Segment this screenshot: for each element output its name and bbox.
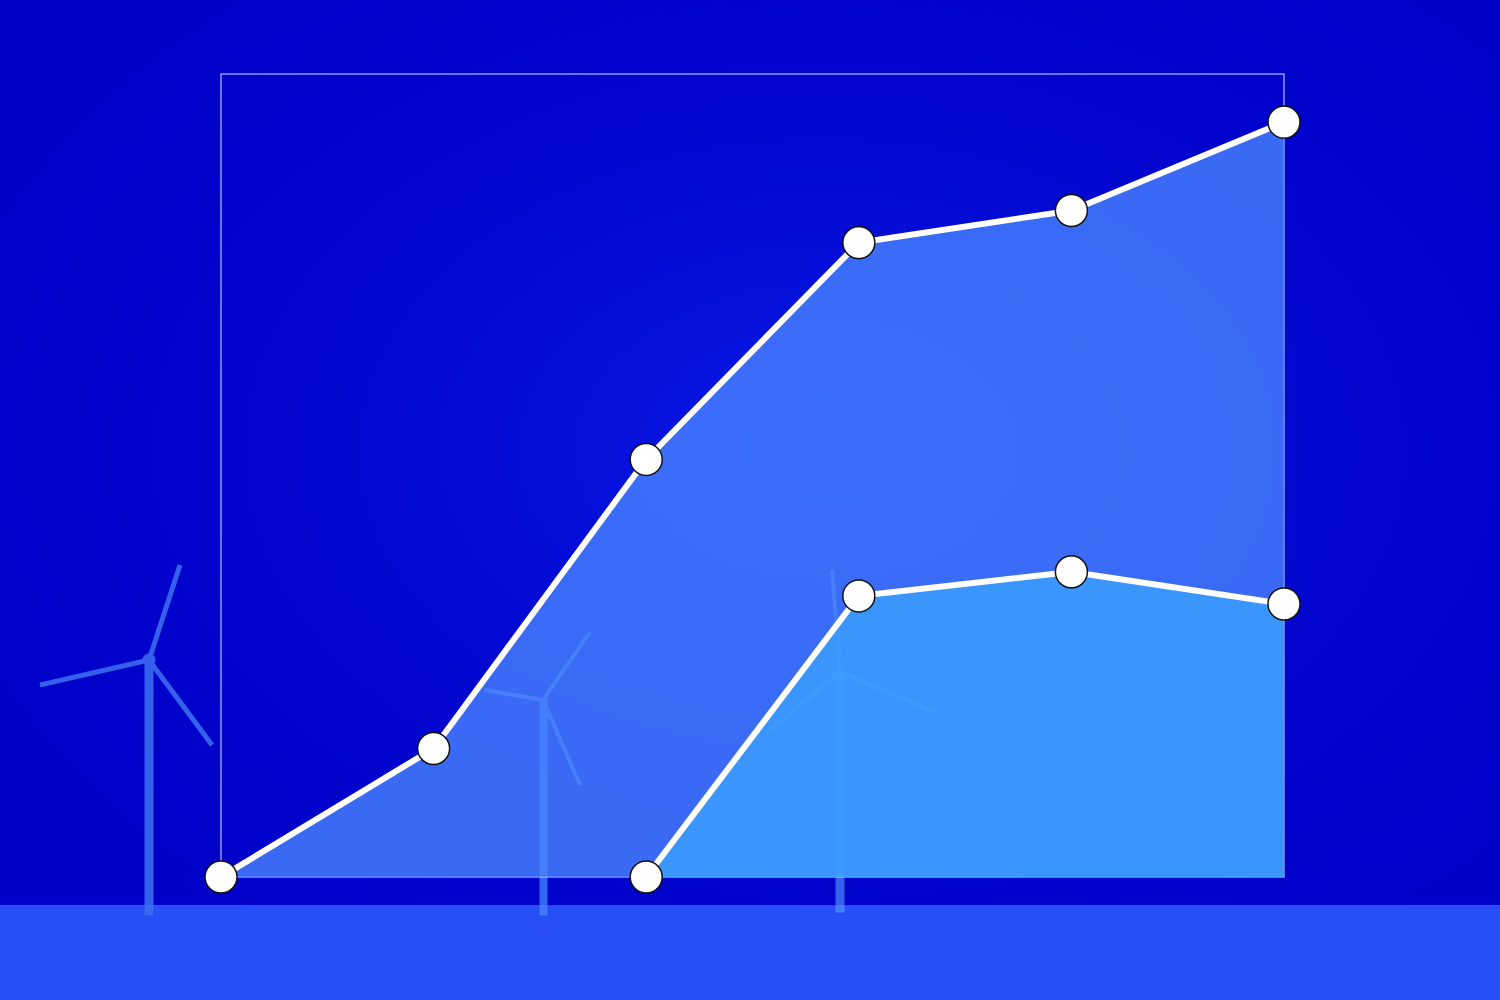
series-2-point-4 [1268,588,1300,620]
series-1-point-3 [630,443,662,475]
series-1-point-1 [205,861,237,893]
series-1-point-6 [1268,106,1300,138]
series-2-point-2 [843,580,875,612]
series-2-point-1 [630,861,662,893]
series-2-point-3 [1055,556,1087,588]
series-1-point-2 [418,733,450,765]
ground-strip [0,905,1500,1000]
series-1-point-5 [1055,195,1087,227]
series-1-point-4 [843,227,875,259]
